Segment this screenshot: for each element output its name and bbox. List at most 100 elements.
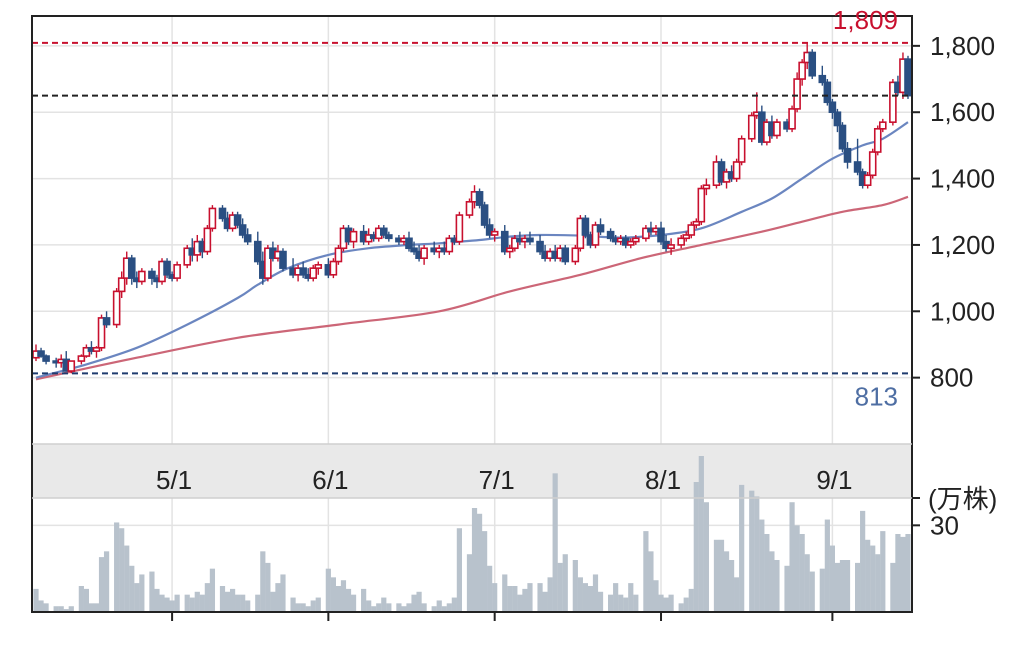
candlestick <box>838 122 847 153</box>
candle-body <box>863 174 872 187</box>
volume-bar <box>376 603 382 612</box>
volume-bar <box>124 545 130 612</box>
volume-bar <box>643 531 649 612</box>
moving-average-short-line <box>35 121 909 379</box>
volume-bar <box>204 583 210 612</box>
candlestick <box>485 218 494 239</box>
candle-body <box>309 267 318 279</box>
candle-body <box>596 224 605 233</box>
reference-lines <box>32 41 912 375</box>
candle-body <box>511 237 519 250</box>
candle-body <box>279 250 287 269</box>
volume-bar <box>875 554 881 612</box>
volume-bar <box>582 583 589 612</box>
volume-bar <box>784 565 790 612</box>
volume-bar <box>189 597 195 612</box>
candlestick <box>692 218 701 229</box>
candle-body <box>737 137 746 163</box>
candle-body <box>788 108 796 130</box>
candlestick <box>506 244 514 259</box>
candlestick <box>117 271 126 299</box>
candlestick <box>591 221 600 249</box>
volume-bar <box>174 594 180 612</box>
volume-bar <box>275 583 281 612</box>
volume-bar <box>870 545 876 612</box>
candle-body <box>571 247 580 263</box>
volume-bar <box>199 594 205 612</box>
candlestick <box>626 238 635 249</box>
volume-bar <box>119 528 125 612</box>
candlestick <box>808 49 817 80</box>
volume-bar <box>134 583 140 612</box>
candlestick <box>410 241 418 255</box>
candle-body <box>500 230 509 253</box>
volume-bar <box>361 588 367 612</box>
candlestick <box>420 244 428 265</box>
plot-frame <box>31 15 913 613</box>
candlestick <box>97 314 106 352</box>
candle-body <box>626 240 635 246</box>
candle-body <box>420 247 428 260</box>
candle-body <box>889 81 897 123</box>
volume-bar <box>235 594 241 612</box>
price-tick-label: 1,600 <box>930 97 995 127</box>
candle-body <box>238 224 247 236</box>
volume-bar <box>295 603 301 612</box>
volume-bar <box>270 591 276 612</box>
candle-body <box>828 101 837 114</box>
candlestick <box>677 234 685 249</box>
candlestick <box>77 354 86 365</box>
volume-bar <box>804 554 810 612</box>
candlestick <box>475 188 484 209</box>
candle-body <box>379 227 388 236</box>
candlestick <box>163 258 171 279</box>
volume-bar <box>713 539 720 612</box>
volume-bar <box>502 574 508 612</box>
candle-body <box>264 247 272 279</box>
candle-body <box>687 224 696 236</box>
candlestick <box>571 244 580 265</box>
candle-body <box>127 257 136 279</box>
candlestick <box>127 254 136 285</box>
volume-bar <box>441 606 447 612</box>
volume-bar <box>103 551 110 612</box>
volume-bar <box>723 551 730 612</box>
candlestick <box>788 105 796 133</box>
candlestick <box>233 211 242 229</box>
candle-body <box>642 227 650 240</box>
volume-bar <box>900 536 906 612</box>
candlestick <box>218 205 227 222</box>
candle-body <box>465 200 474 216</box>
candle-body <box>873 128 882 153</box>
candlestick <box>500 225 509 255</box>
candlestick <box>67 360 76 374</box>
candlestick <box>349 228 358 249</box>
candle-body <box>253 240 262 263</box>
high-price-label: 1,809 <box>833 5 898 35</box>
volume-bar <box>633 594 639 612</box>
candle-body <box>697 187 706 223</box>
volume-bar <box>335 586 342 612</box>
volume-bar <box>905 534 911 612</box>
volume-bar <box>245 600 251 612</box>
volume-bar <box>507 586 513 612</box>
candle-body <box>561 247 570 263</box>
price-axis-ticks: 800 1,000 1,200 1,400 1,600 1,800 <box>930 31 995 393</box>
volume-bar <box>305 606 311 612</box>
volume-bar <box>698 456 704 612</box>
date-tick-label: 5/1 <box>156 465 192 495</box>
volume-bar <box>43 603 49 612</box>
candle-body <box>485 224 494 236</box>
candlestick <box>581 215 590 239</box>
candlestick <box>863 171 872 189</box>
volume-bar <box>63 609 69 612</box>
candle-body <box>682 234 691 240</box>
volume-bar <box>340 580 347 612</box>
volume-bar <box>865 539 871 612</box>
candlestick <box>37 347 45 358</box>
volume-bar <box>764 534 770 612</box>
volume-bar <box>487 565 493 612</box>
volume-bar <box>829 545 835 612</box>
volume-bar <box>839 560 846 612</box>
candlestick <box>385 231 393 242</box>
